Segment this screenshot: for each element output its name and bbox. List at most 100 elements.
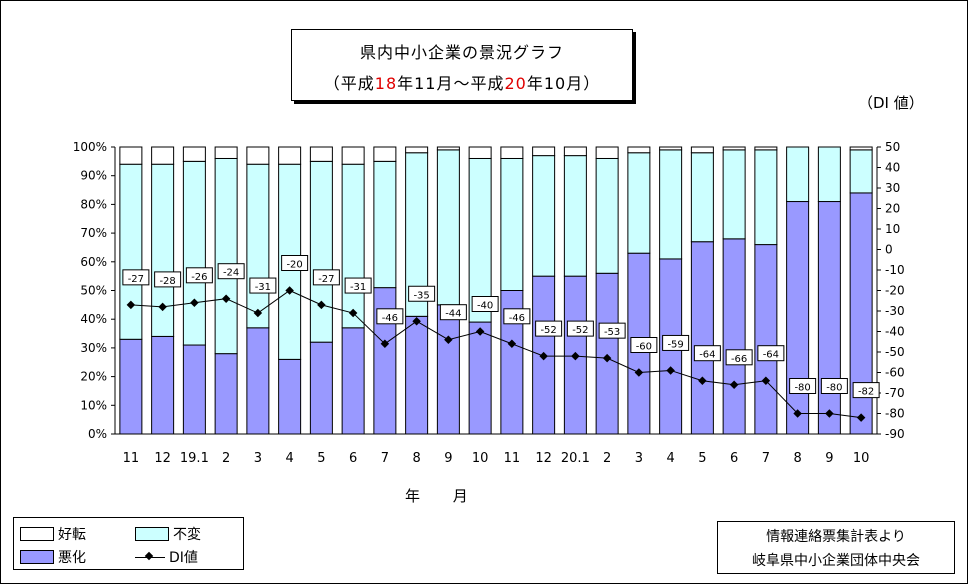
y-right-tick-label: -10 [885, 263, 905, 277]
legend-swatch-unchanged [135, 527, 169, 541]
bar-good [309, 146, 333, 162]
di-label-box [154, 271, 182, 288]
y-right-tick-label: -70 [885, 386, 905, 400]
di-label: -64 [699, 350, 715, 361]
bar-good [182, 146, 206, 162]
x-tick-label: 4 [666, 451, 674, 466]
bar-unchanged [595, 157, 619, 274]
di-label-box [471, 296, 499, 312]
y-right-tick-label: 20 [885, 202, 900, 216]
bar-unchanged [627, 152, 651, 254]
di-label-box [185, 267, 213, 284]
x-tick-label: 4 [285, 451, 293, 466]
di-label: -46 [382, 313, 398, 324]
x-tick-label: 9 [825, 451, 833, 466]
di-label-box [122, 269, 150, 286]
y-left-tick-label: 20% [80, 370, 107, 384]
di-marker [190, 298, 199, 308]
legend-swatch-bad [20, 550, 54, 564]
di-marker [348, 308, 358, 318]
di-marker [221, 294, 231, 303]
di-marker [253, 308, 263, 318]
legend-item-bad: 悪化 [20, 547, 86, 567]
y-right-tick-label: -30 [885, 304, 905, 318]
bar-unchanged [532, 155, 556, 277]
di-label-box [852, 382, 880, 399]
bar-bad [309, 341, 333, 435]
bar-bad [468, 321, 492, 435]
x-tick-label: 11 [123, 451, 140, 466]
di-label: -59 [667, 339, 683, 350]
subtitle-year-start: 18 [374, 74, 398, 93]
di-label: -80 [826, 383, 842, 394]
bar-unchanged [786, 146, 810, 203]
legend-label-bad: 悪化 [58, 550, 86, 566]
bar-unchanged [182, 160, 206, 346]
bar-good [595, 146, 619, 159]
di-marker [475, 327, 485, 336]
y-right-tick-label: 50 [885, 140, 900, 154]
bar-bad [436, 304, 460, 435]
di-label-box [439, 304, 467, 321]
di-marker [444, 335, 453, 344]
bar-good [214, 146, 238, 159]
di-marker [761, 376, 771, 385]
bar-good [754, 146, 778, 151]
di-label: -35 [413, 290, 429, 301]
di-label-box [249, 277, 277, 294]
x-tick-label: 5 [317, 451, 325, 466]
di-line [130, 289, 862, 419]
bar-bad [817, 201, 841, 435]
x-tick-label: 12 [154, 451, 171, 466]
chart-title: 県内中小企業の景況グラフ [359, 43, 564, 62]
di-label: -27 [318, 274, 334, 285]
bar-bad [754, 244, 778, 435]
x-tick-label: 3 [635, 451, 643, 466]
bar-good [468, 146, 492, 159]
di-marker [539, 351, 548, 361]
x-tick-label: 6 [730, 451, 738, 466]
bar-unchanged [436, 149, 460, 306]
di-marker [412, 317, 421, 326]
bar-good [246, 146, 270, 165]
bar-unchanged [849, 149, 873, 194]
bar-unchanged [817, 146, 841, 203]
bar-good [278, 146, 302, 165]
bar-good [373, 146, 397, 162]
x-tick-label: 3 [254, 451, 262, 466]
di-marker [571, 351, 580, 361]
y-left-tick-label: 80% [80, 197, 107, 211]
source-line-2: 岐阜県中小企業団体中央会 [752, 553, 920, 569]
y-left-tick-label: 70% [80, 226, 107, 240]
x-tick-label: 7 [381, 451, 389, 466]
y-left-tick-label: 40% [80, 312, 107, 326]
di-marker [634, 368, 644, 377]
bar-unchanged [214, 157, 238, 355]
bar-bad [214, 353, 238, 435]
di-marker [317, 300, 326, 310]
bar-unchanged [754, 149, 778, 246]
bar-bad [786, 201, 810, 435]
di-label-box [217, 263, 245, 280]
di-label: -31 [255, 282, 271, 293]
di-label: -82 [858, 387, 874, 398]
legend-label-di: DI値 [169, 550, 198, 566]
subtitle-year-end: 20 [504, 74, 527, 93]
subtitle-part: （平成 [323, 74, 375, 93]
di-marker [729, 380, 739, 390]
bar-unchanged [309, 160, 333, 343]
y-left-tick-label: 50% [80, 284, 107, 298]
y-right-tick-label: 30 [885, 181, 900, 195]
di-label-box [789, 378, 817, 394]
di-marker [698, 376, 707, 385]
legend-item-di: DI値 [135, 547, 198, 567]
di-marker [856, 413, 866, 422]
right-axis-unit: （DI 値） [858, 94, 924, 112]
bar-good [119, 146, 143, 165]
x-tick-label: 11 [504, 451, 521, 466]
x-tick-label: 8 [793, 451, 801, 466]
y-right-tick-label: -80 [885, 407, 905, 421]
di-marker [602, 353, 612, 363]
y-left-tick-label: 90% [80, 169, 107, 183]
di-label: -24 [223, 268, 239, 279]
